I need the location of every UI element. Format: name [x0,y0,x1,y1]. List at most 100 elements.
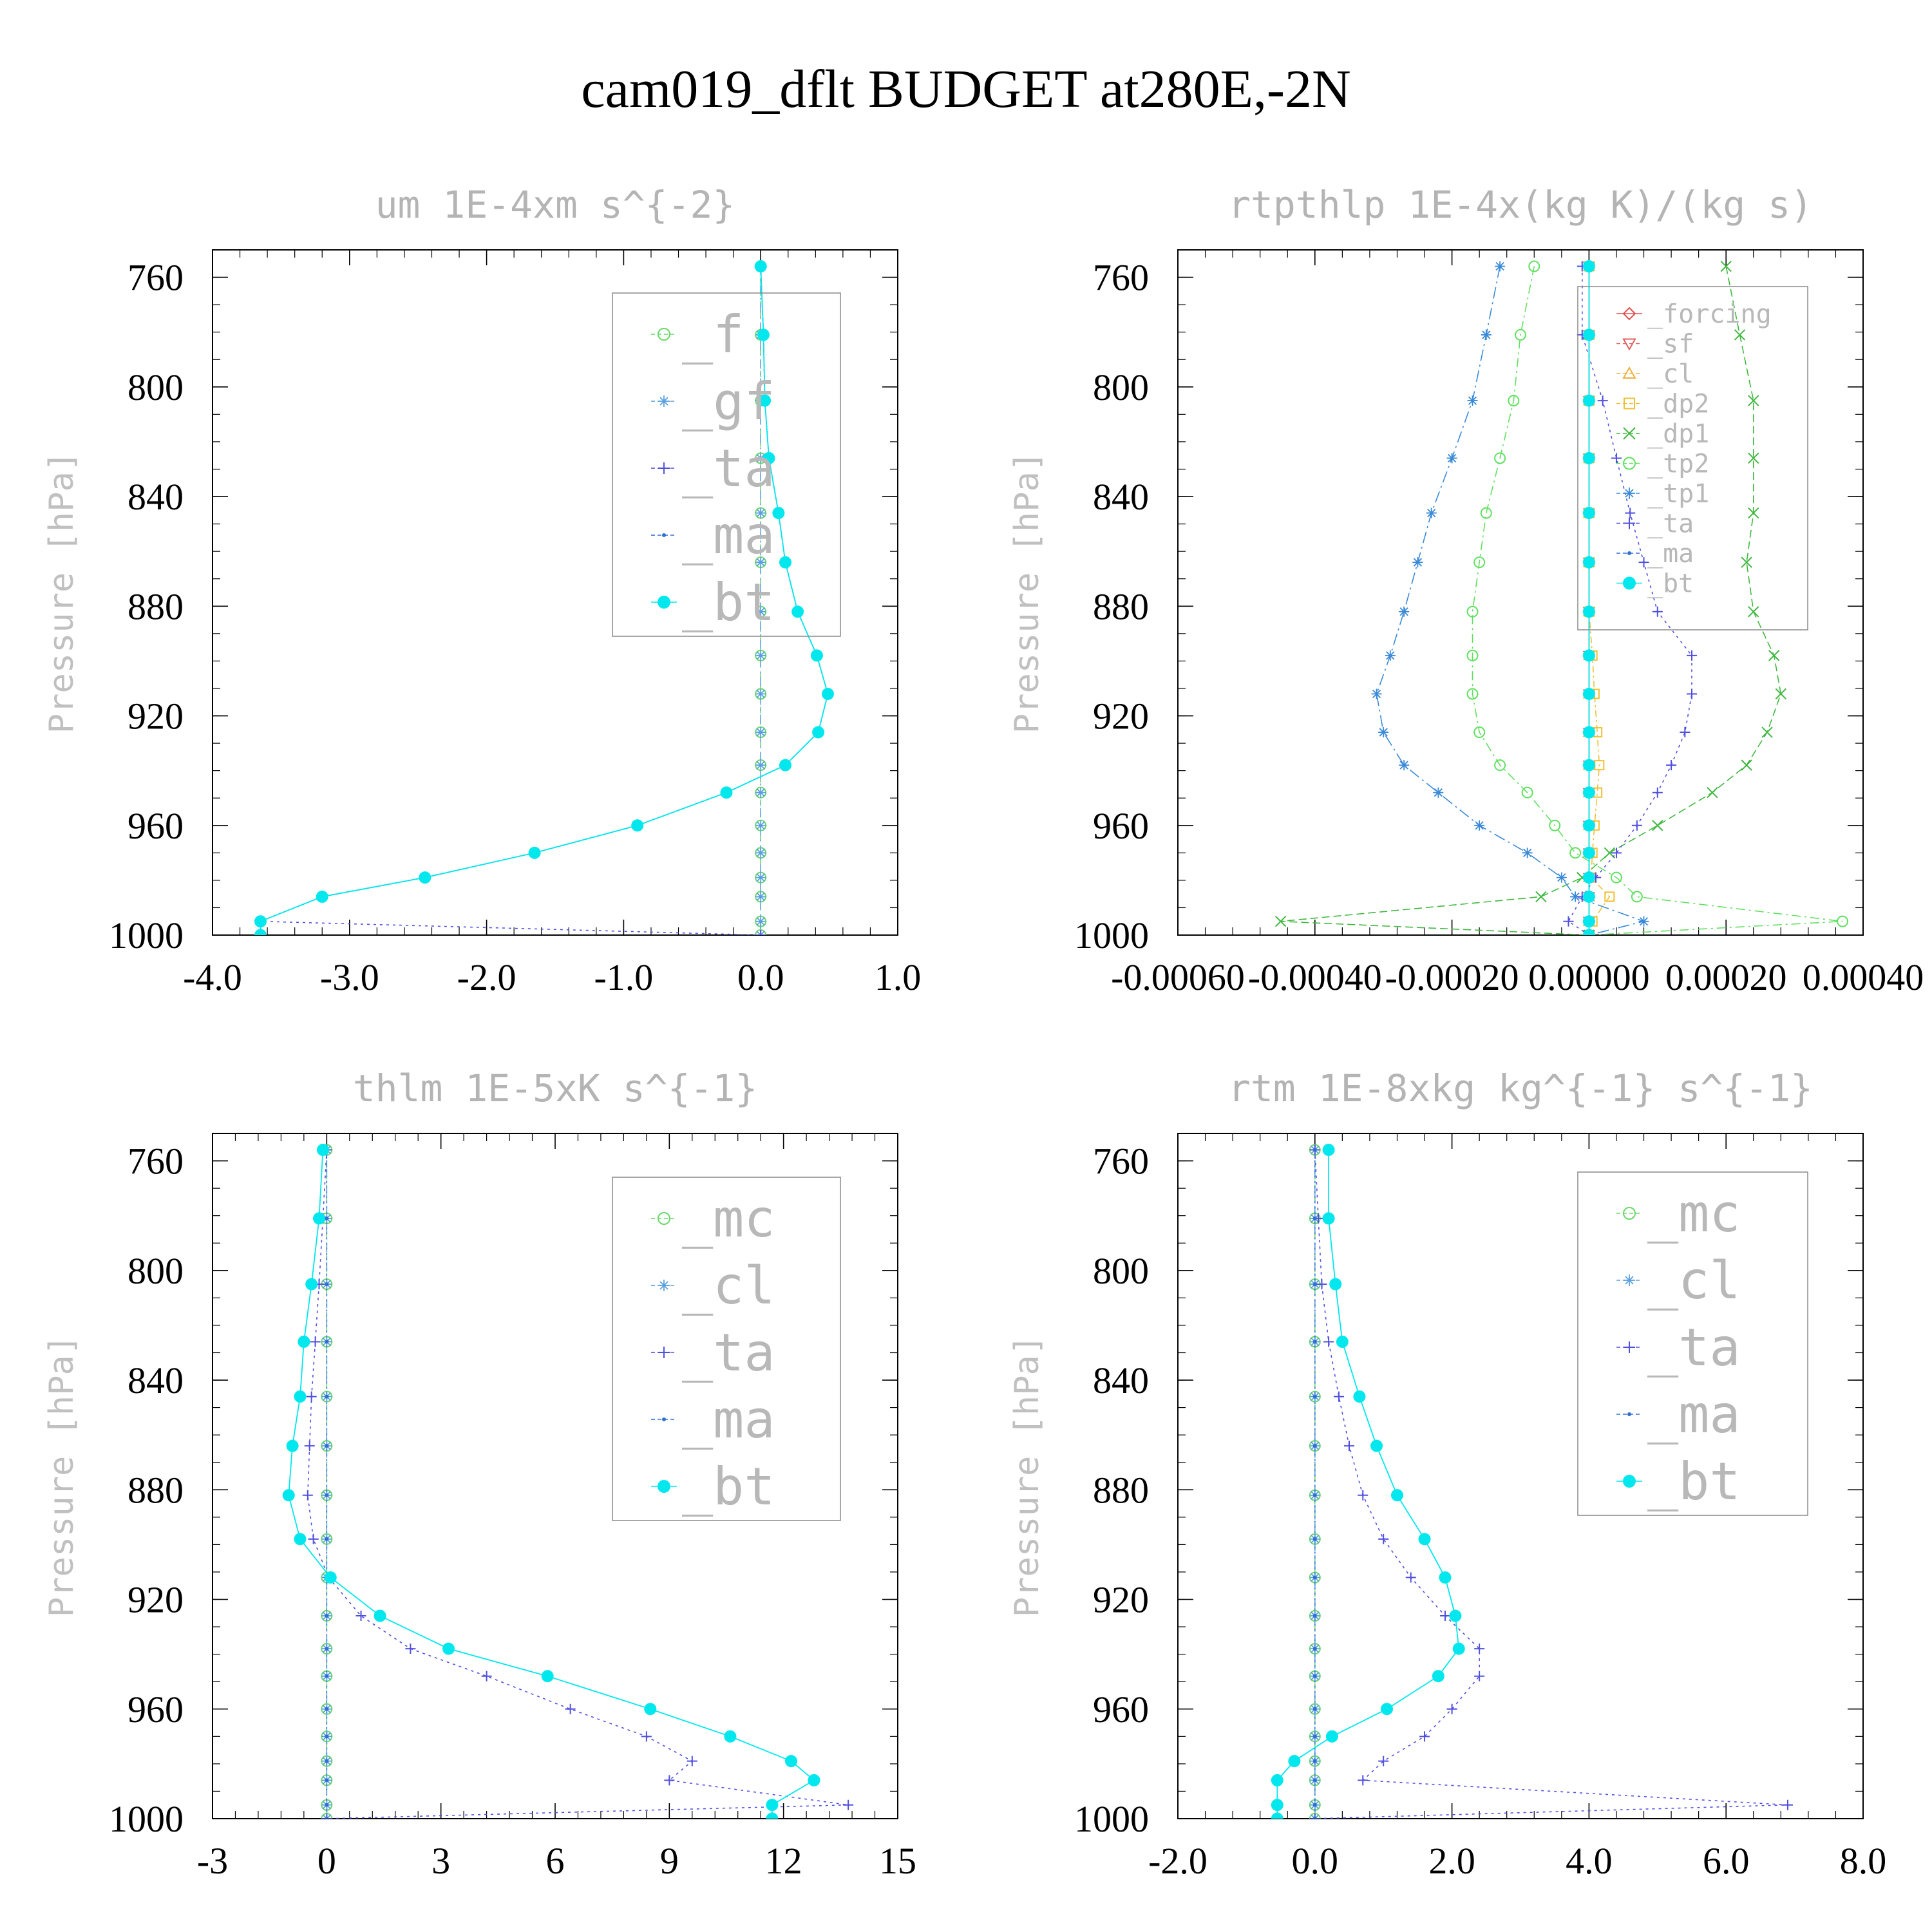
data-point [1358,1775,1368,1786]
data-point [1312,1493,1317,1497]
y-tick-label: 1000 [109,914,184,956]
data-point [1370,1439,1383,1452]
y-tick-label: 960 [1093,805,1149,847]
legend: _mc _cl _ta _ma _bt [612,1177,841,1521]
data-point [658,462,670,474]
data-point [1623,457,1636,470]
series-layer [1271,1144,1793,1819]
data-point [1378,727,1389,738]
data-point [779,759,792,772]
data-point [1312,1707,1317,1711]
data-point [1582,260,1595,273]
x-tick-label: 8.0 [1840,1840,1887,1882]
x-tick-label: -2.0 [457,956,516,998]
data-point [325,1674,329,1678]
data-point [1582,871,1595,884]
data-point [1371,688,1382,699]
series-line [1276,1150,1460,1819]
data-point [1741,759,1752,771]
data-point [1748,452,1759,464]
data-point [355,1611,366,1622]
legend-label: _cl [1647,1251,1741,1311]
data-point [762,451,775,464]
y-axis-label: Pressure [hPa] [43,1335,81,1617]
data-point [1312,1444,1317,1448]
data-point [1515,328,1526,341]
y-tick-label: 840 [128,476,184,518]
legend-box [612,1177,841,1521]
data-point [757,328,770,341]
series-layer [282,1144,854,1819]
data-point [1666,760,1677,771]
data-point [1556,872,1567,883]
data-point [1432,1670,1444,1683]
data-point [1271,1774,1283,1786]
data-point [1622,366,1636,379]
data-point [1312,1575,1317,1580]
data-point [1748,395,1759,406]
data-point [631,819,644,832]
data-point [325,1493,329,1497]
data-point [1312,1759,1317,1763]
data-point [305,1278,318,1291]
data-point [662,1417,666,1421]
data-point [1582,915,1595,928]
y-axis-label: Pressure [hPa] [1008,1335,1046,1617]
data-point [755,727,766,738]
data-point [754,260,767,273]
panel-title: rtpthlp 1E-4x(kg K)/(kg s) [1228,183,1813,227]
data-point [1582,890,1595,903]
x-tick-label: -1.0 [594,956,653,998]
y-tick-label: 1000 [109,1798,184,1840]
data-point [1627,551,1631,555]
data-point [759,394,772,407]
data-point [528,846,541,859]
data-point [1687,650,1697,661]
data-point [1582,819,1595,832]
legend-label: _dp2 [1647,390,1709,419]
legend-label: _tp2 [1647,450,1709,479]
data-point [1473,726,1486,739]
x-tick-label: 4.0 [1566,1840,1613,1882]
data-point [755,650,766,661]
data-point [325,1647,329,1651]
data-point [1312,1647,1317,1651]
data-point [1582,726,1595,739]
data-point [658,596,670,609]
data-point [405,1643,416,1654]
data-point [1312,1778,1317,1783]
data-point [1329,1278,1342,1291]
panel-title: rtm 1E-8xkg kg^{-1} s^{-1} [1228,1066,1813,1110]
data-point [1582,605,1595,618]
data-point [254,915,267,928]
data-point [1741,556,1752,568]
series-line [1588,266,1611,935]
legend-label: _ma [682,506,775,565]
data-point [1378,1756,1389,1766]
x-tick-label: 0 [317,1840,336,1882]
data-point [1627,1412,1631,1416]
data-point [1385,650,1396,661]
y-tick-label: 880 [1093,1469,1149,1511]
chart-panel: rtpthlp 1E-4x(kg K)/(kg s) Pressure [hPa]… [1008,183,1924,998]
data-point [1325,1730,1338,1743]
x-tick-label: -3.0 [320,956,379,998]
data-point [1582,451,1595,464]
data-point [766,1812,779,1819]
x-tick-label: -0.00060 [1111,956,1245,998]
data-point [1582,846,1595,859]
chart-panel: thlm 1E-5xK s^{-1} Pressure [hPa] 760 800 84… [43,1066,916,1882]
data-point [304,1441,315,1452]
x-tick-label: 0.0 [737,956,784,998]
panel-title: thlm 1E-5xK s^{-1} [353,1066,758,1110]
data-point [1582,328,1595,341]
data-point [1623,576,1636,590]
data-point [1652,606,1663,617]
y-tick-label: 840 [128,1359,184,1401]
legend-label: _ma [1647,1385,1741,1444]
data-point [1569,847,1582,859]
data-point [1439,1611,1450,1622]
y-tick-label: 880 [128,1469,184,1511]
x-tick-label: -0.00020 [1385,956,1519,998]
legend-label: _sf [1647,330,1694,359]
